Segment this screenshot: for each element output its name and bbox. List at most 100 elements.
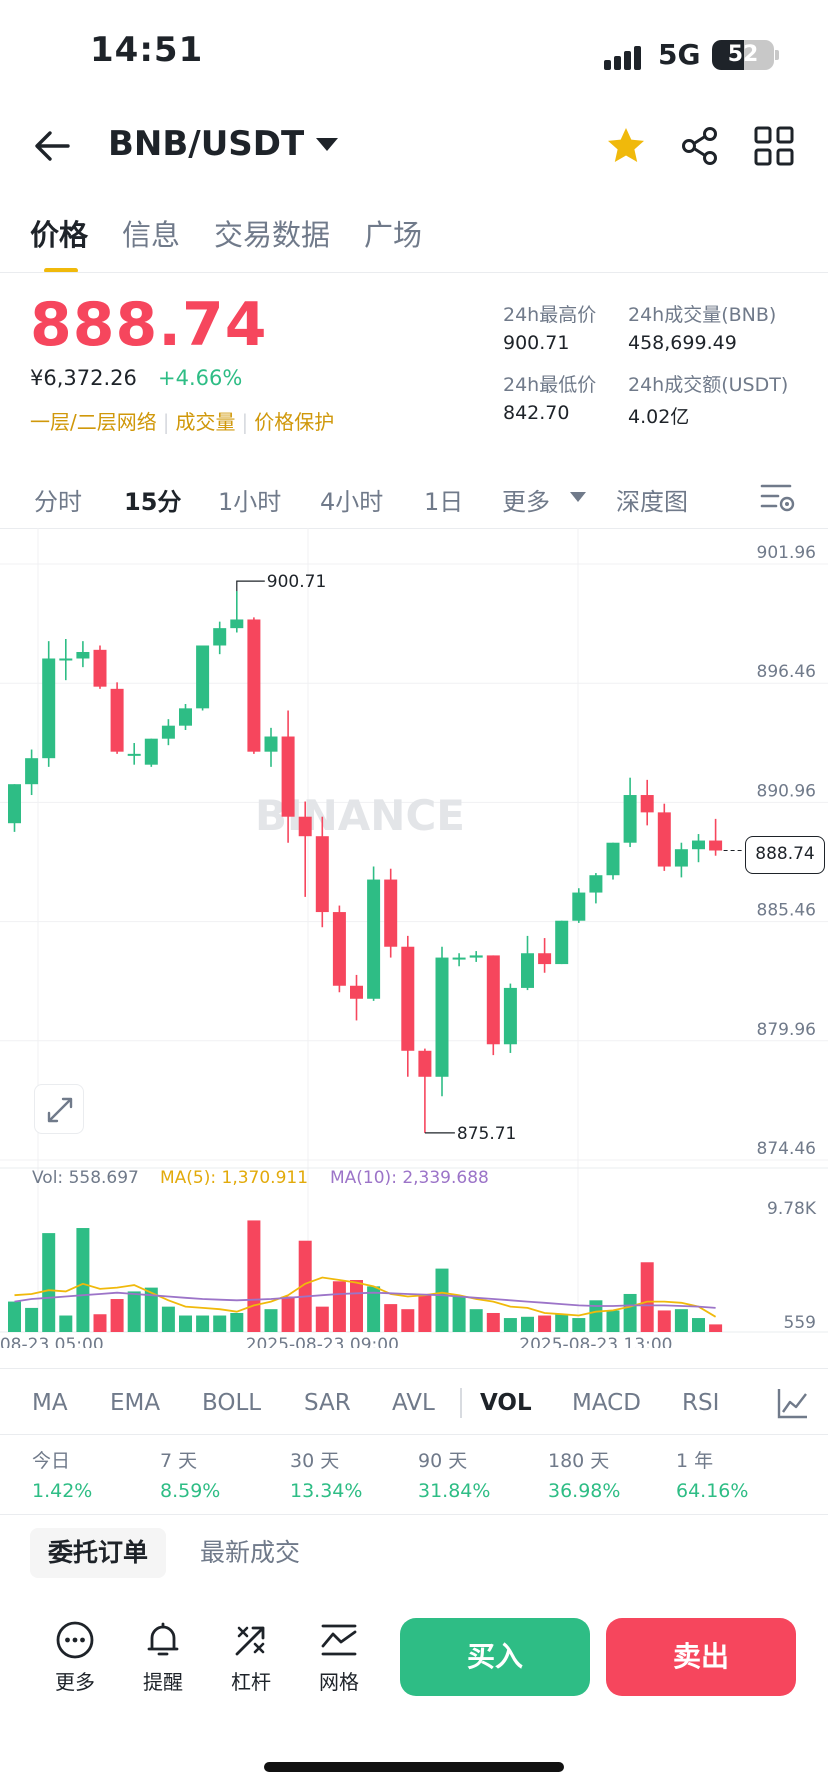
- volume-bar: [503, 1318, 517, 1332]
- action-grid-trading[interactable]: 网格: [304, 1620, 374, 1695]
- indicator-vol[interactable]: VOL: [480, 1390, 532, 1416]
- volume-bar: [179, 1315, 192, 1332]
- time-label: 2025-08-23 09:00: [246, 1335, 399, 1348]
- tab-open-orders[interactable]: 委托订单: [30, 1528, 167, 1578]
- stat-high-value: 900.71: [503, 332, 570, 354]
- interval-divider: [0, 528, 828, 529]
- action-alert[interactable]: 提醒: [128, 1620, 198, 1695]
- pair-selector[interactable]: BNB/USDT: [108, 124, 305, 164]
- tag-layer[interactable]: 一层/二层网络: [30, 410, 157, 434]
- share-icon[interactable]: [678, 124, 722, 168]
- tab-latest-trades[interactable]: 最新成交: [200, 1538, 301, 1567]
- candle-body: [503, 987, 517, 1045]
- candle-body: [110, 688, 124, 752]
- candle-body: [674, 849, 688, 867]
- volume-bar: [110, 1299, 124, 1332]
- interval-line[interactable]: 分时: [34, 488, 82, 516]
- candle-body: [8, 784, 21, 824]
- tag-volume[interactable]: 成交量: [175, 410, 236, 434]
- perf-value-7d: 8.59%: [160, 1480, 221, 1502]
- indicator-ma[interactable]: MA: [32, 1390, 68, 1416]
- stat-turnover-value: 4.02亿: [628, 406, 690, 428]
- battery-level: 52: [727, 42, 759, 67]
- back-arrow-icon[interactable]: [30, 124, 74, 168]
- tab-info[interactable]: 信息: [122, 218, 181, 252]
- candle-body: [93, 649, 107, 687]
- candle-body: [230, 619, 244, 629]
- price-change: +4.66%: [158, 366, 243, 390]
- candle-body: [589, 875, 603, 893]
- indicator-boll[interactable]: BOLL: [202, 1390, 262, 1416]
- buy-button[interactable]: 买入: [400, 1618, 590, 1696]
- indicator-sar[interactable]: SAR: [304, 1390, 351, 1416]
- depth-chart-tab[interactable]: 深度图: [616, 488, 688, 516]
- indicator-divider: [460, 1388, 462, 1418]
- kline-chart[interactable]: BINANCE 901.96896.46890.96885.46879.9687…: [0, 528, 828, 1348]
- interval-more[interactable]: 更多: [502, 488, 550, 516]
- volume-bar: [640, 1262, 654, 1332]
- volume-bar: [264, 1309, 278, 1332]
- chart-settings-icon[interactable]: [760, 480, 796, 514]
- indicator-settings-icon[interactable]: [776, 1386, 810, 1420]
- volume-bar: [623, 1293, 637, 1332]
- star-icon[interactable]: [604, 124, 648, 168]
- candle-body: [572, 892, 586, 921]
- indicator-top-divider: [0, 1368, 828, 1369]
- battery-icon: 52: [712, 40, 774, 70]
- grid-icon[interactable]: [752, 124, 796, 168]
- battery-tip: [775, 50, 779, 60]
- indicator-ema[interactable]: EMA: [110, 1390, 161, 1416]
- tab-price[interactable]: 价格: [30, 218, 89, 252]
- interval-1h[interactable]: 1小时: [218, 488, 282, 516]
- volume-bar: [521, 1316, 534, 1332]
- candle-body: [127, 753, 141, 756]
- indicator-rsi[interactable]: RSI: [682, 1390, 720, 1416]
- indicator-avl[interactable]: AVL: [392, 1390, 435, 1416]
- interval-1d[interactable]: 1日: [424, 488, 464, 516]
- perf-value-30d: 13.34%: [290, 1480, 363, 1502]
- tab-square[interactable]: 广场: [364, 218, 423, 252]
- volume-bar: [435, 1268, 449, 1332]
- candle-body: [179, 708, 192, 726]
- last-price: 888.74: [30, 290, 268, 360]
- leverage-icon: [235, 1626, 265, 1656]
- volume-bar: [298, 1240, 312, 1332]
- grid-trading-icon: [321, 1624, 357, 1656]
- price-scale-label: 874.46: [757, 1139, 816, 1159]
- interval-4h[interactable]: 4小时: [320, 488, 384, 516]
- volume-bar: [418, 1293, 432, 1332]
- volume-bar: [657, 1310, 671, 1332]
- action-more[interactable]: 更多: [40, 1620, 110, 1695]
- interval-15m[interactable]: 15分: [124, 488, 182, 516]
- sell-button[interactable]: 卖出: [606, 1618, 796, 1696]
- stat-volume-label: 24h成交量(BNB): [628, 304, 777, 326]
- tag-price-protection[interactable]: 价格保护: [254, 410, 335, 434]
- bell-icon: [147, 1622, 179, 1656]
- ma10-legend: MA(10): 2,339.688: [330, 1168, 489, 1188]
- candle-body: [521, 953, 534, 988]
- tab-trading-data[interactable]: 交易数据: [214, 218, 331, 252]
- candle-body: [281, 736, 295, 817]
- candle-body: [709, 840, 723, 851]
- action-grid-label: 网格: [319, 1670, 359, 1694]
- caret-down-icon[interactable]: [316, 138, 338, 151]
- time-label: -08-23 05:00: [0, 1335, 104, 1348]
- candle-body: [657, 812, 671, 867]
- expand-chart-button[interactable]: [34, 1084, 84, 1134]
- perf-value-today: 1.42%: [32, 1480, 93, 1502]
- indicator-macd[interactable]: MACD: [572, 1390, 641, 1416]
- stat-low-label: 24h最低价: [503, 374, 597, 396]
- perf-label-90d: 90 天: [418, 1450, 468, 1472]
- candle-body: [418, 1050, 432, 1077]
- candle-body: [606, 842, 620, 876]
- volume-bar: [42, 1233, 56, 1332]
- signal-icon: [604, 46, 641, 70]
- volume-bar: [144, 1287, 158, 1332]
- high-price-label: 900.71: [267, 572, 326, 592]
- price-scale-label: 879.96: [757, 1020, 816, 1040]
- volume-bar: [76, 1228, 90, 1332]
- candle-body: [623, 795, 637, 843]
- action-leverage[interactable]: 杠杆: [216, 1620, 286, 1695]
- home-indicator: [264, 1762, 564, 1772]
- more-caret-icon[interactable]: [570, 492, 586, 502]
